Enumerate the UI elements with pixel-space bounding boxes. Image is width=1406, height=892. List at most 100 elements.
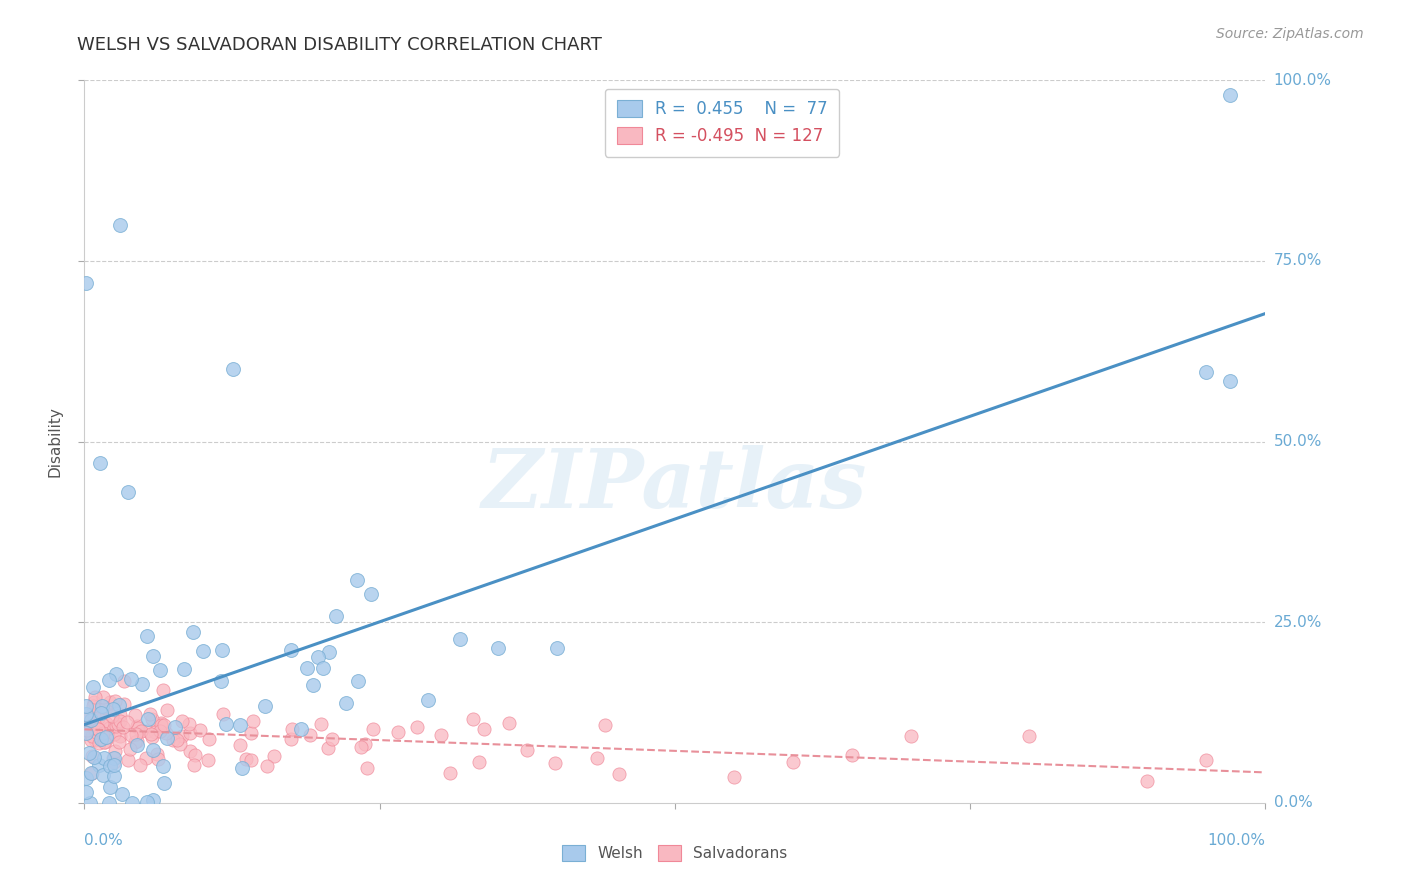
Welsh [121, 796, 143, 810]
Salvadorans [91, 725, 114, 739]
Welsh [253, 698, 276, 713]
Salvadorans [177, 716, 200, 731]
Welsh [325, 609, 347, 624]
Welsh [77, 746, 100, 760]
Welsh [318, 645, 340, 659]
Salvadorans [190, 723, 212, 737]
Salvadorans [90, 700, 112, 714]
Salvadorans [94, 715, 117, 730]
Salvadorans [141, 712, 163, 726]
Welsh [93, 751, 115, 765]
Welsh [346, 574, 368, 588]
Welsh [416, 693, 439, 707]
Salvadorans [153, 718, 176, 732]
Salvadorans [129, 723, 152, 738]
Salvadorans [87, 736, 110, 750]
Welsh [228, 718, 250, 732]
Welsh [1195, 365, 1218, 379]
Salvadorans [96, 701, 118, 715]
Salvadorans [108, 735, 131, 749]
Text: ZIPatlas: ZIPatlas [482, 445, 868, 524]
Welsh [75, 698, 97, 713]
Welsh [486, 641, 509, 656]
Salvadorans [155, 703, 177, 717]
Salvadorans [87, 723, 110, 737]
Welsh [103, 769, 125, 783]
Welsh [83, 750, 105, 764]
Salvadorans [86, 722, 108, 736]
Welsh [163, 720, 186, 734]
Salvadorans [141, 730, 163, 744]
Welsh [312, 661, 335, 675]
Salvadorans [179, 726, 201, 740]
Salvadorans [125, 726, 148, 740]
Salvadorans [263, 748, 285, 763]
Welsh [142, 743, 165, 757]
Salvadorans [298, 728, 321, 742]
Salvadorans [83, 695, 105, 709]
Salvadorans [281, 723, 304, 737]
Salvadorans [170, 729, 193, 743]
Welsh [117, 485, 139, 500]
Welsh [131, 677, 153, 691]
Salvadorans [100, 709, 122, 723]
Salvadorans [83, 722, 105, 736]
Salvadorans [356, 761, 378, 775]
Salvadorans [607, 766, 630, 780]
Salvadorans [125, 733, 148, 747]
Welsh [135, 795, 157, 809]
Salvadorans [80, 766, 103, 780]
Salvadorans [117, 752, 139, 766]
Salvadorans [149, 723, 172, 738]
Text: 75.0%: 75.0% [1274, 253, 1322, 268]
Salvadorans [76, 723, 98, 738]
Salvadorans [256, 759, 278, 773]
Salvadorans [429, 728, 451, 742]
Salvadorans [127, 721, 149, 735]
Salvadorans [170, 714, 193, 728]
Welsh [103, 757, 125, 772]
Salvadorans [1195, 752, 1218, 766]
Salvadorans [472, 722, 495, 736]
Welsh [100, 759, 122, 773]
Salvadorans [76, 723, 98, 737]
Salvadorans [1018, 729, 1040, 743]
Salvadorans [84, 733, 107, 747]
Welsh [152, 759, 174, 773]
Welsh [125, 738, 148, 752]
Salvadorans [112, 720, 135, 734]
Salvadorans [498, 716, 520, 731]
Welsh [111, 787, 134, 801]
Text: 100.0%: 100.0% [1208, 833, 1265, 848]
Welsh [89, 456, 111, 470]
Salvadorans [83, 708, 105, 723]
Salvadorans [197, 753, 219, 767]
Salvadorans [316, 741, 339, 756]
Salvadorans [112, 674, 135, 689]
Welsh [98, 780, 121, 795]
Salvadorans [593, 718, 616, 732]
Salvadorans [98, 695, 121, 709]
Salvadorans [103, 727, 125, 741]
Salvadorans [463, 712, 485, 726]
Welsh [280, 643, 302, 657]
Salvadorans [91, 716, 114, 731]
Text: 25.0%: 25.0% [1274, 615, 1322, 630]
Salvadorans [280, 731, 302, 746]
Salvadorans [83, 716, 105, 731]
Salvadorans [149, 715, 172, 730]
Welsh [90, 706, 112, 720]
Welsh [156, 731, 179, 745]
Salvadorans [125, 718, 148, 732]
Text: WELSH VS SALVADORAN DISABILITY CORRELATION CHART: WELSH VS SALVADORAN DISABILITY CORRELATI… [77, 36, 602, 54]
Welsh [142, 649, 165, 664]
Welsh [75, 276, 97, 290]
Salvadorans [76, 711, 98, 725]
Salvadorans [103, 755, 125, 769]
Salvadorans [79, 732, 101, 747]
Welsh [135, 629, 157, 643]
Salvadorans [516, 743, 538, 757]
Welsh [295, 661, 318, 675]
Salvadorans [155, 725, 177, 739]
Salvadorans [139, 727, 162, 741]
